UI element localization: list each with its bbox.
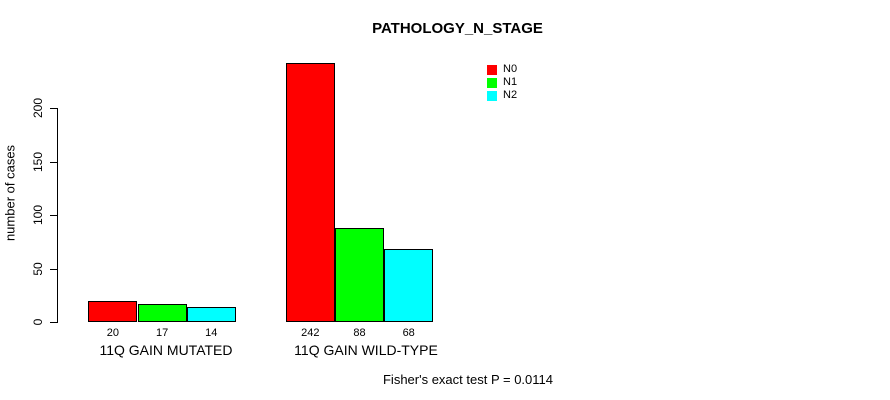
y-tick-label: 50 [31,261,45,276]
bar-n1-group1 [137,303,187,322]
bar-value-label: 20 [106,327,120,339]
footnote: Fisher's exact test P = 0.0114 [382,372,553,387]
bar-n2-group1 [186,307,236,322]
bar-value-label: 242 [301,327,320,339]
y-tick-label: 200 [31,97,45,119]
bar-n0-group1 [88,300,138,322]
bar-value-label: 88 [353,327,366,339]
legend-item: N1 [487,76,517,89]
legend-label: N2 [503,89,518,101]
y-tick-mark [50,161,57,163]
legend-swatch-n0 [487,64,497,75]
y-tick-label: 0 [31,318,45,326]
y-tick-mark [50,268,57,270]
y-tick-label: 100 [31,204,45,226]
y-tick-mark [50,322,57,323]
y-axis-line [57,108,58,323]
category-label: 11Q GAIN MUTATED [99,342,233,358]
category-label: 11Q GAIN WILD-TYPE [294,342,438,358]
y-tick-label: 150 [31,151,45,172]
bar-n0-group2 [285,63,335,322]
y-tick-mark [50,215,57,216]
bar-value-label: 68 [402,327,415,339]
legend-label: N0 [503,63,518,75]
legend-swatch-n2 [487,90,497,101]
legend-swatch-n1 [487,77,497,88]
chart-title: PATHOLOGY_N_STAGE [372,20,543,37]
legend-label: N1 [503,76,518,88]
y-axis-label: number of cases [2,144,18,242]
bar-n1-group2 [334,227,385,322]
bar-value-label: 17 [155,327,169,339]
bar-value-label: 14 [205,327,218,339]
y-tick-mark [50,108,57,109]
legend-item: N0 [487,63,517,76]
bar-n2-group2 [384,249,434,322]
legend: N0 N1 N2 [487,63,517,102]
legend-item: N2 [487,89,517,102]
